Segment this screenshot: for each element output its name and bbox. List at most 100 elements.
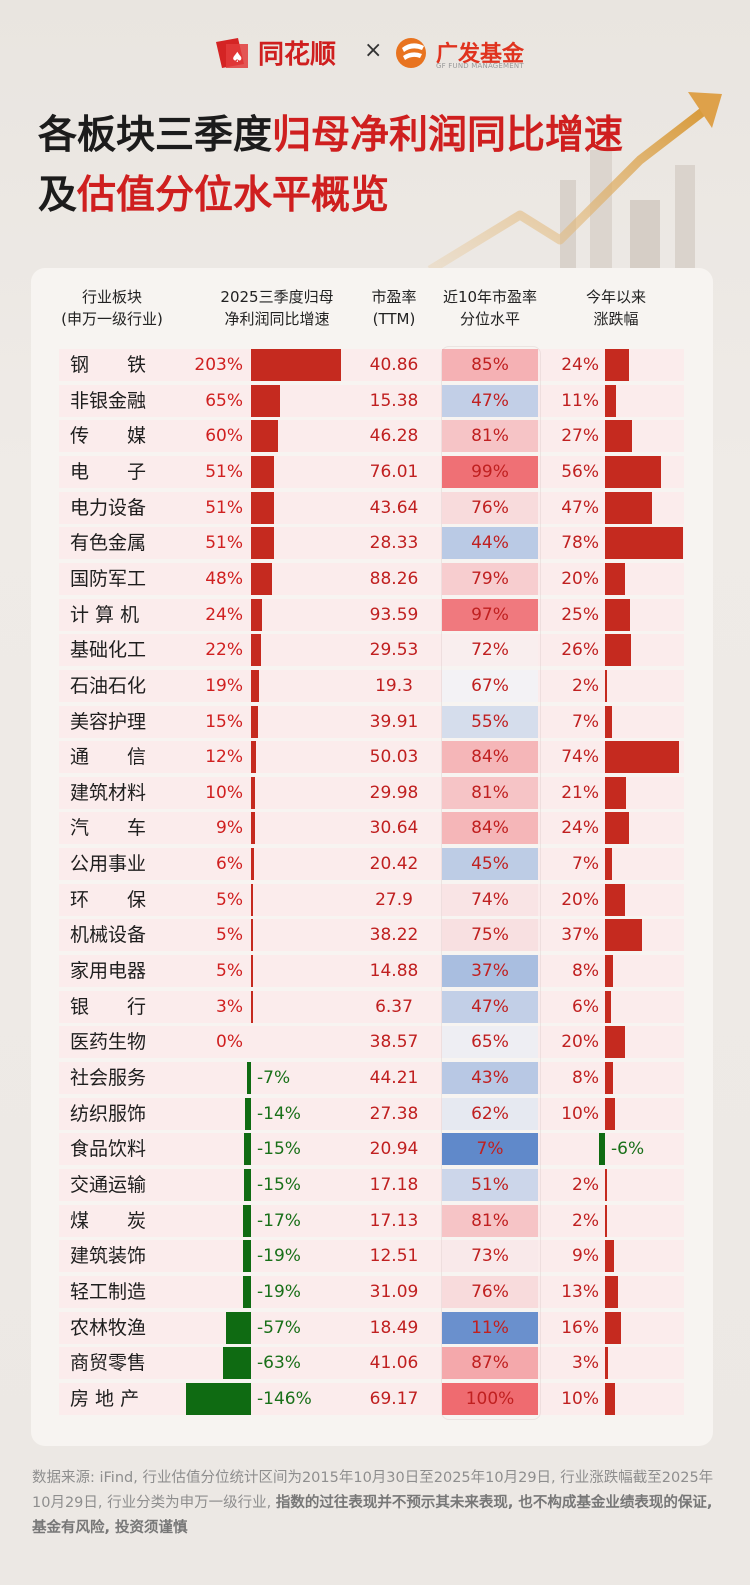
hero-background — [0, 0, 750, 280]
industry-name: 汽 车 — [70, 817, 147, 840]
ytd-label: 26% — [561, 640, 599, 661]
pe-value: 38.57 — [369, 1032, 419, 1053]
brand-right-sub: GF FUND MANAGEMENT — [436, 62, 524, 70]
table-row-bg — [59, 1382, 684, 1415]
growth-bar — [251, 919, 254, 952]
table-row-bg — [59, 634, 684, 667]
pctile-value: 7% — [442, 1133, 538, 1166]
ytd-bar — [605, 955, 613, 988]
ytd-label: 2% — [572, 1174, 599, 1195]
industry-name: 商贸零售 — [70, 1352, 147, 1375]
growth-bar — [251, 955, 254, 988]
table-row-bg — [59, 349, 684, 381]
ytd-bar — [599, 1133, 605, 1166]
ytd-label: 47% — [561, 497, 599, 518]
ytd-label: 20% — [561, 1032, 599, 1053]
table-row-bg — [59, 527, 684, 560]
growth-bar — [242, 1275, 251, 1308]
industry-name: 机械设备 — [70, 924, 147, 947]
growth-label: 3% — [216, 996, 243, 1017]
ytd-bar — [605, 812, 629, 845]
industry-name: 公用事业 — [70, 853, 147, 876]
industry-name: 环 保 — [70, 888, 147, 911]
growth-label: -146% — [257, 1388, 312, 1409]
ytd-label: 16% — [561, 1317, 599, 1338]
industry-name: 石油石化 — [70, 674, 147, 697]
header-growth: 2025三季度归母 净利润同比增速 — [220, 288, 334, 328]
ytd-bar — [605, 384, 616, 417]
pctile-value: 73% — [442, 1240, 538, 1273]
pe-value: 28.33 — [369, 533, 419, 554]
ytd-label: 24% — [561, 355, 599, 375]
brand-left: 同花顺 — [258, 40, 337, 70]
table-row-bg — [59, 1204, 684, 1237]
industry-name: 计 算 机 — [70, 603, 140, 626]
growth-bar — [251, 812, 255, 845]
industry-name: 电 子 — [70, 460, 147, 483]
growth-label: -15% — [257, 1174, 301, 1195]
tonghuashun-logo-icon: ♠ — [216, 38, 248, 68]
table-row-bg — [59, 776, 684, 809]
ytd-bar — [605, 1168, 607, 1201]
growth-bar — [251, 669, 260, 702]
growth-label: 12% — [205, 747, 243, 768]
growth-label: 6% — [216, 854, 243, 875]
pe-value: 39.91 — [369, 711, 419, 732]
pe-value: 29.98 — [369, 782, 419, 803]
growth-bar — [186, 1382, 251, 1415]
footnote: 数据来源: iFind, 行业估值分位统计区间为2015年10月30日至2025… — [32, 1466, 722, 1541]
pe-value: 20.42 — [369, 854, 419, 875]
ytd-label: 10% — [561, 1103, 599, 1124]
growth-bar — [251, 349, 342, 381]
growth-bar — [251, 990, 253, 1023]
industry-name: 国防军工 — [70, 567, 147, 590]
table-row-bg — [59, 1133, 684, 1166]
ytd-bar — [605, 527, 683, 560]
pctile-value: 62% — [442, 1097, 538, 1130]
pe-value: 38.22 — [369, 925, 419, 946]
industry-name: 有色金属 — [70, 532, 147, 555]
ytd-label: 6% — [572, 996, 599, 1017]
table-row-bg — [59, 1168, 684, 1201]
growth-bar — [247, 1062, 251, 1094]
growth-bar — [251, 776, 256, 809]
growth-label: 48% — [205, 568, 243, 589]
pctile-value: 72% — [442, 634, 538, 667]
table-row-bg — [59, 1026, 684, 1059]
pctile-value: 97% — [442, 598, 538, 631]
pctile-value: 81% — [442, 420, 538, 453]
pctile-value: 99% — [442, 455, 538, 488]
table-row-bg — [59, 1347, 684, 1380]
industry-name: 轻工制造 — [70, 1280, 147, 1303]
table-row-bg — [59, 491, 684, 524]
growth-bar — [244, 1097, 251, 1130]
ytd-bar — [605, 669, 607, 702]
pctile-value: 47% — [442, 384, 538, 417]
ytd-bar — [605, 598, 630, 631]
pe-value: 15.38 — [369, 390, 419, 411]
title-line1-a: 各板块三季度 — [38, 113, 273, 158]
ytd-bar — [605, 1275, 618, 1308]
pe-value: 19.3 — [375, 675, 413, 696]
industry-name: 纺织服饰 — [70, 1102, 147, 1125]
ytd-label: 2% — [572, 675, 599, 696]
header-ytd: 今年以来 涨跌幅 — [585, 288, 646, 328]
pctile-value: 44% — [442, 527, 538, 560]
table-row-bg — [59, 705, 684, 738]
pctile-value: 65% — [442, 1026, 538, 1059]
ytd-label: 56% — [561, 461, 599, 482]
growth-bar — [251, 705, 258, 738]
ytd-label: 27% — [561, 426, 599, 447]
growth-bar — [251, 384, 280, 417]
growth-bar — [244, 1133, 251, 1166]
ytd-label: 21% — [561, 782, 599, 803]
table-row-bg — [59, 990, 684, 1023]
brand-right: 广发基金 — [436, 42, 525, 67]
industry-name: 基础化工 — [70, 639, 147, 662]
table-row-bg — [59, 1311, 684, 1344]
growth-label: 203% — [194, 355, 243, 375]
header-pe: 市盈率 (TTM) — [371, 288, 417, 328]
growth-bar — [251, 598, 262, 631]
industry-name: 交通运输 — [70, 1173, 147, 1196]
brand-times: × — [364, 38, 383, 63]
